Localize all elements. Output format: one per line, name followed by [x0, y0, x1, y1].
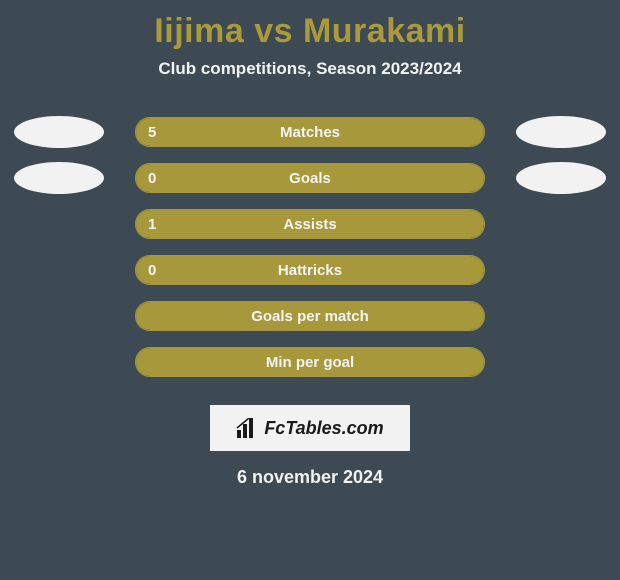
stat-row: Matches 5 [0, 109, 620, 155]
stat-value-left: 0 [148, 170, 156, 187]
stat-row: Min per goal [0, 339, 620, 385]
stat-label: Matches [280, 124, 340, 141]
vs-separator: vs [254, 12, 293, 50]
comparison-card: Iijima vs Murakami Club competitions, Se… [0, 0, 620, 580]
page-title: Iijima vs Murakami [0, 0, 620, 51]
stat-label: Hattricks [278, 262, 342, 279]
stat-row: Hattricks 0 [0, 247, 620, 293]
player2-avatar [516, 162, 606, 194]
stat-bar: Min per goal [135, 347, 485, 377]
stat-bar: Hattricks 0 [135, 255, 485, 285]
badge-text: FcTables.com [264, 418, 383, 439]
date-label: 6 november 2024 [0, 467, 620, 488]
stat-bar: Assists 1 [135, 209, 485, 239]
stat-value-left: 5 [148, 124, 156, 141]
stat-row: Assists 1 [0, 201, 620, 247]
source-badge: FcTables.com [210, 405, 410, 451]
stat-row: Goals 0 [0, 155, 620, 201]
stat-value-left: 1 [148, 216, 156, 233]
stat-value-left: 0 [148, 262, 156, 279]
stat-label: Assists [283, 216, 336, 233]
stat-label: Min per goal [266, 354, 354, 371]
subtitle: Club competitions, Season 2023/2024 [0, 59, 620, 79]
stat-rows: Matches 5 Goals 0 Assists 1 Hattricks 0 Goals pe… [0, 109, 620, 385]
stat-bar: Goals 0 [135, 163, 485, 193]
bars-icon [236, 418, 258, 438]
player2-avatar [516, 116, 606, 148]
stat-label: Goals [289, 170, 331, 187]
player1-name: Iijima [154, 12, 244, 50]
stat-bar: Goals per match [135, 301, 485, 331]
player2-name: Murakami [303, 12, 466, 50]
player1-avatar [14, 162, 104, 194]
stat-bar: Matches 5 [135, 117, 485, 147]
stat-row: Goals per match [0, 293, 620, 339]
player1-avatar [14, 116, 104, 148]
stat-label: Goals per match [251, 308, 369, 325]
